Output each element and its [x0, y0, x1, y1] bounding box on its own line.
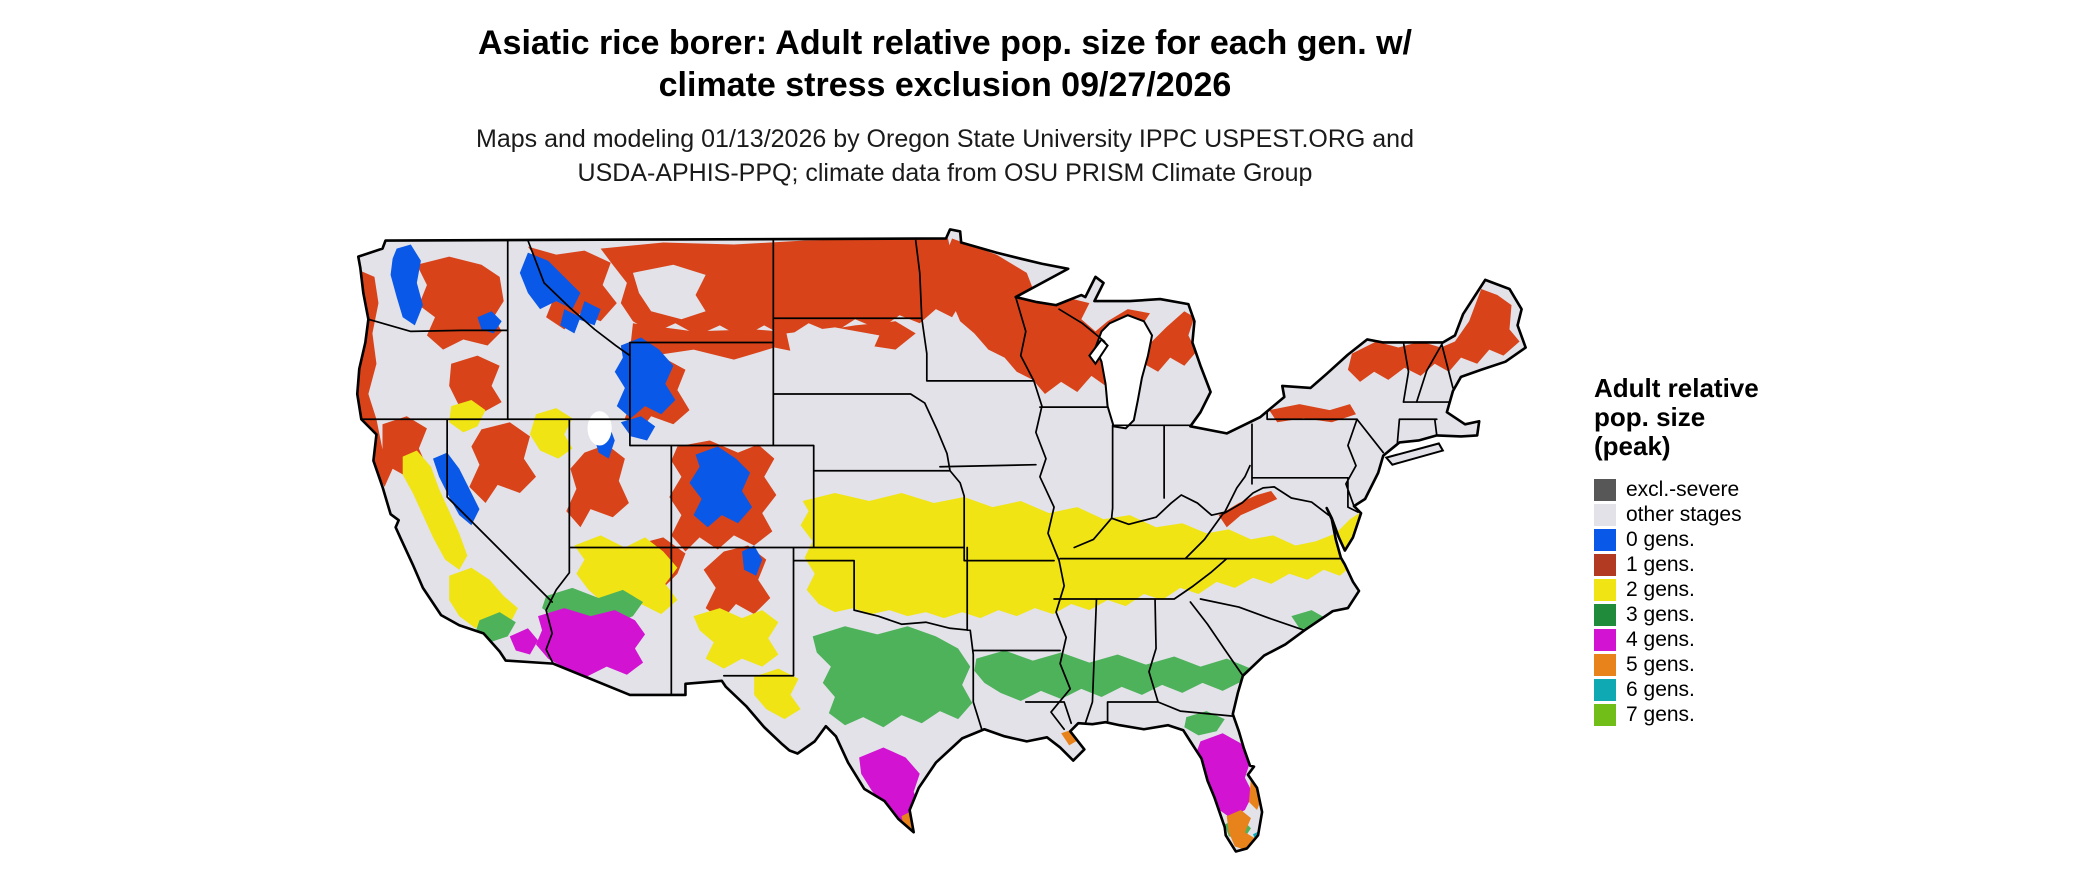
legend-item-7-gens: 7 gens.: [1594, 702, 1834, 727]
region-5gens-keys: [1235, 852, 1249, 864]
region-2gens-nevada-basin: [449, 400, 486, 433]
region-1gens-utah: [566, 444, 629, 528]
page-title-line1: Asiatic rice borer: Adult relative pop. …: [478, 24, 1412, 62]
long-island: [1384, 442, 1445, 466]
region-4gens-south-texas: [859, 747, 922, 827]
region-4gens-imperial: [509, 628, 539, 655]
legend-swatch-3-gens: [1594, 603, 1616, 626]
legend-swatch-7-gens: [1594, 703, 1616, 726]
legend-swatch-6-gens: [1594, 678, 1616, 701]
region-0gens-sierra: [433, 452, 480, 526]
legend-item-3-gens: 3 gens.: [1594, 602, 1834, 627]
region-other-dakota-hole: [786, 327, 880, 376]
region-0gens-mt-west: [560, 309, 581, 334]
legend-label: 6 gens.: [1626, 677, 1695, 701]
region-0gens-ne-oregon: [477, 311, 502, 334]
legend-title: Adult relative pop. size (peak): [1594, 374, 1834, 461]
region-0gens-cascades: [390, 244, 423, 326]
legend-label: 5 gens.: [1626, 652, 1695, 676]
legend-swatch-other-stages: [1594, 503, 1616, 526]
legend-items: excl.-severe other stages 0 gens. 1 gens…: [1594, 477, 1834, 727]
legend-item-4-gens: 4 gens.: [1594, 627, 1834, 652]
region-2gens-new-mexico: [693, 608, 779, 669]
legend-label: 2 gens.: [1626, 577, 1695, 601]
region-1gens-appalachia: [1218, 490, 1278, 528]
region-3gens-deep-south: [974, 650, 1292, 701]
legend-swatch-0-gens: [1594, 528, 1616, 551]
legend-label: 4 gens.: [1626, 627, 1695, 651]
region-2gens-arizona: [574, 535, 678, 617]
region-5gens-texas-tip2: [891, 828, 906, 843]
legend-item-excl-severe: excl.-severe: [1594, 477, 1834, 502]
region-1gens-northeast: [1347, 288, 1520, 382]
legend-title-line2: pop. size: [1594, 402, 1706, 432]
legend-item-2-gens: 2 gens.: [1594, 577, 1834, 602]
region-1gens-nevada: [469, 422, 537, 504]
region-0gens-sangre: [742, 545, 763, 576]
legend-title-line1: Adult relative: [1594, 373, 1759, 403]
green-bay: [1088, 337, 1109, 366]
legend-title-line3: (peak): [1594, 431, 1671, 461]
region-5gens-south-florida: [1226, 810, 1256, 851]
legend-label: 3 gens.: [1626, 602, 1695, 626]
legend-label: 0 gens.: [1626, 527, 1695, 551]
us-map: [355, 228, 1527, 865]
legend-item-1-gens: 1 gens.: [1594, 552, 1834, 577]
legend-item-0-gens: 0 gens.: [1594, 527, 1834, 552]
region-4gens-arizona: [536, 608, 646, 677]
region-0gens-colorado-rockies: [689, 446, 753, 528]
state-borders: [360, 239, 1454, 733]
legend-swatch-1-gens: [1594, 553, 1616, 576]
region-2gens-central-band: [800, 492, 1371, 619]
legend-item-5-gens: 5 gens.: [1594, 652, 1834, 677]
legend-swatch-excl-severe: [1594, 478, 1616, 501]
region-2gens-central-valley: [402, 450, 468, 570]
us-map-figure: [330, 212, 1562, 884]
legend-swatch-2-gens: [1594, 578, 1616, 601]
region-6gens-tip: [1225, 855, 1235, 865]
legend-label: other stages: [1626, 502, 1742, 526]
legend-swatch-4-gens: [1594, 628, 1616, 651]
region-2gens-west-texas: [754, 668, 801, 720]
page-title-line2: climate stress exclusion 09/27/2026: [658, 66, 1232, 104]
legend-label: 7 gens.: [1626, 702, 1695, 726]
legend-item-6-gens: 6 gens.: [1594, 677, 1834, 702]
header: Asiatic rice borer: Adult relative pop. …: [250, 22, 1640, 190]
subtitle: Maps and modeling 01/13/2026 by Oregon S…: [250, 122, 1640, 190]
legend-swatch-5-gens: [1594, 653, 1616, 676]
legend-panel: Adult relative pop. size (peak) excl.-se…: [1594, 374, 1834, 727]
region-4gens-florida: [1194, 733, 1253, 819]
subtitle-line2: USDA-APHIS-PPQ; climate data from OSU PR…: [577, 159, 1313, 187]
great-salt-lake: [587, 411, 612, 446]
legend-label: excl.-severe: [1626, 477, 1740, 501]
region-3gens-texas: [812, 626, 973, 728]
region-1gens-ny-pa-strip: [1269, 404, 1356, 423]
region-0gens-idaho: [519, 252, 581, 310]
legend-label: 1 gens.: [1626, 552, 1695, 576]
region-3gens-north-florida: [1184, 711, 1225, 736]
region-other-montana-hole: [632, 264, 706, 320]
legend-item-other-stages: other stages: [1594, 502, 1834, 527]
subtitle-line1: Maps and modeling 01/13/2026 by Oregon S…: [476, 125, 1414, 153]
region-2gens-utah-basin: [529, 408, 573, 459]
region-1gens-se-oregon: [449, 355, 502, 413]
